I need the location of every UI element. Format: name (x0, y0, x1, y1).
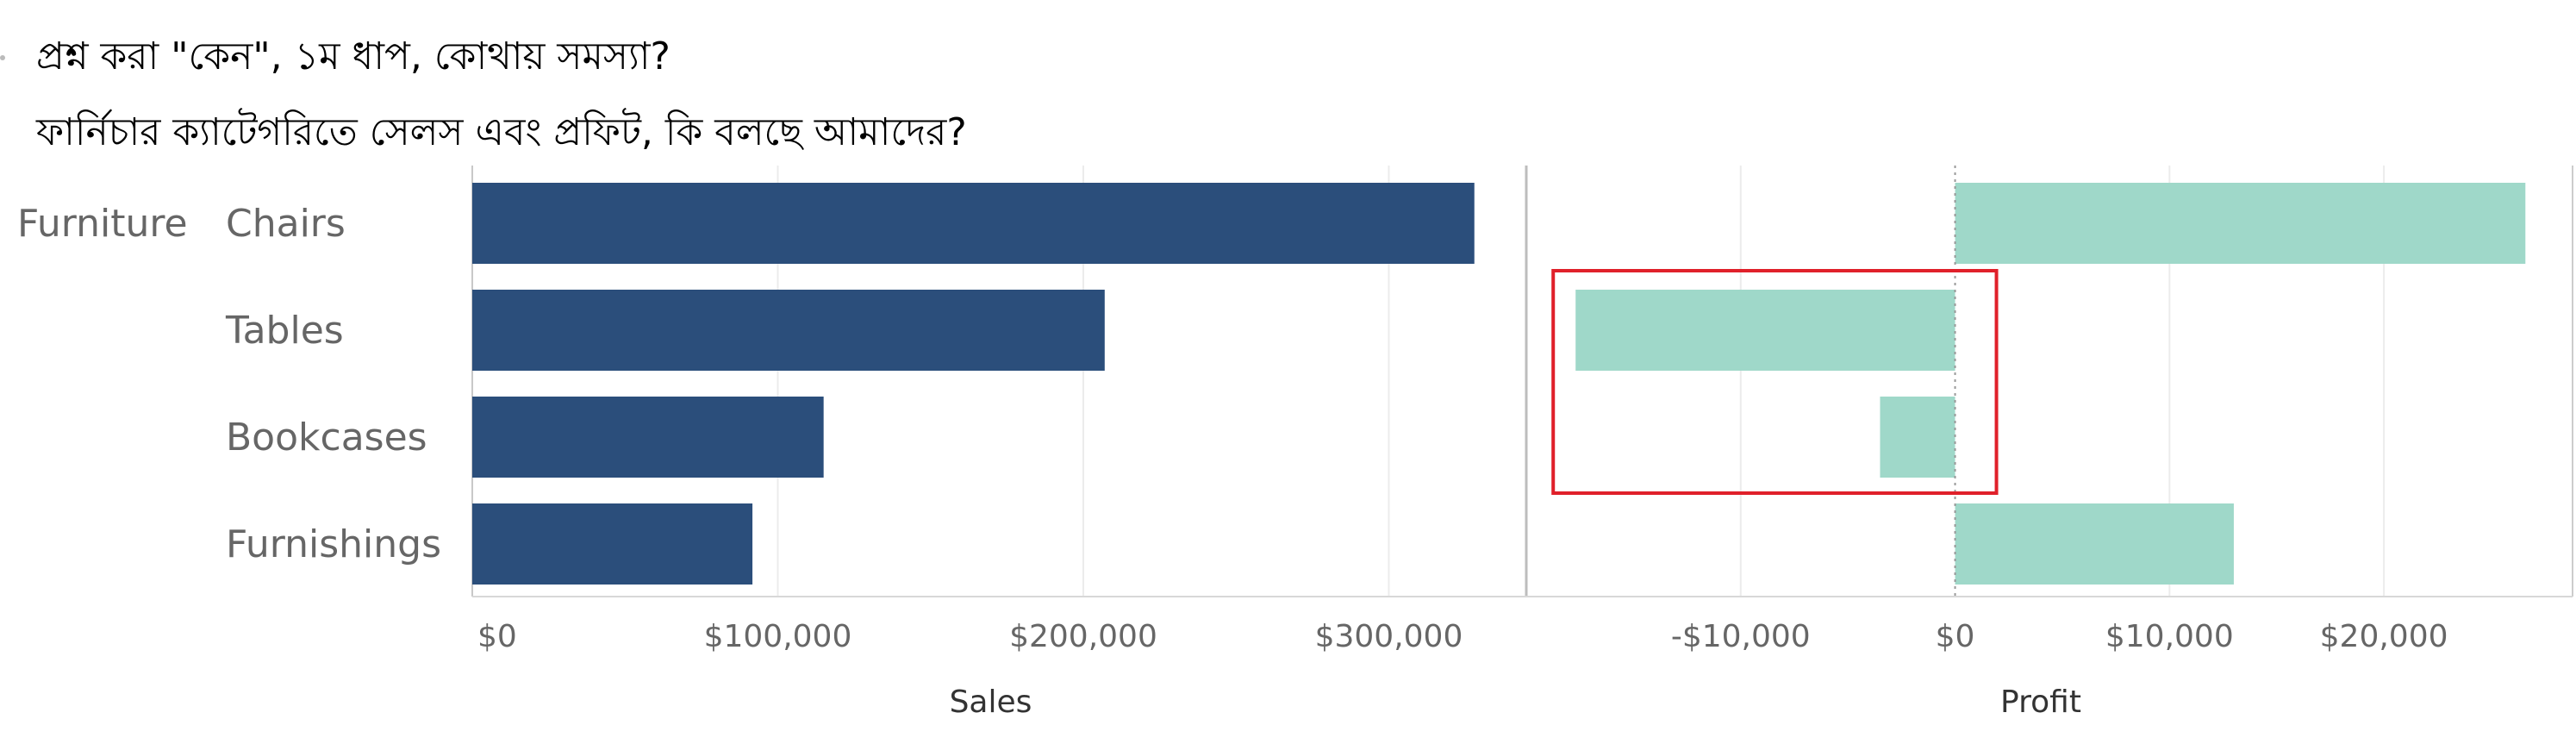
profit-bar-furnishings (1955, 503, 2234, 585)
profit-bar-bookcases (1880, 397, 1955, 478)
sales-tick-label: $0 (477, 619, 517, 654)
category-label-bookcases: Bookcases (226, 416, 427, 460)
sales-tick-label: $200,000 (1009, 619, 1157, 654)
group-label: Furniture (17, 202, 188, 246)
sales-tick-label: $100,000 (704, 619, 852, 654)
sales-bar-bookcases (472, 397, 824, 478)
highlight (1551, 269, 1999, 495)
profit-axis-title: Profit (2000, 685, 2081, 720)
sales-bar-furnishings (472, 503, 753, 585)
profit-bar-chairs (1955, 183, 2526, 264)
page-title-line-2: ফার্নিচার ক্যাটেগরিতে সেলস এবং প্রফিট, ক… (36, 110, 967, 154)
sales-tick-label: $300,000 (1315, 619, 1463, 654)
profit-tick-label: $20,000 (2320, 619, 2448, 654)
highlight-box (1551, 269, 1999, 495)
profit-tick-label: -$10,000 (1671, 619, 1811, 654)
left-bullet (0, 55, 5, 60)
sales-bar-tables (472, 290, 1105, 371)
category-label-furnishings: Furnishings (226, 522, 441, 566)
profit-tick-label: $10,000 (2105, 619, 2234, 654)
page-title-line-1: প্রশ্ন করা "কেন", ১ম ধাপ, কোথায় সমস্যা? (36, 34, 671, 78)
profit-bar-tables (1575, 290, 1955, 371)
profit-tick-label: $0 (1936, 619, 1975, 654)
category-label-tables: Tables (225, 309, 344, 353)
category-label-chairs: Chairs (226, 202, 346, 246)
tick-labels: $0 $100,000 $200,000 $300,000 -$10,000 $0 $10,… (477, 619, 2448, 654)
sales-axis-title: Sales (950, 685, 1032, 720)
category-labels: Chairs Tables Bookcases Furnishings (225, 202, 441, 566)
bars (472, 183, 2526, 585)
sales-bar-chairs (472, 183, 1475, 264)
axis-titles: Sales Profit (950, 685, 2081, 720)
group-label-furniture: Furniture (17, 202, 188, 246)
